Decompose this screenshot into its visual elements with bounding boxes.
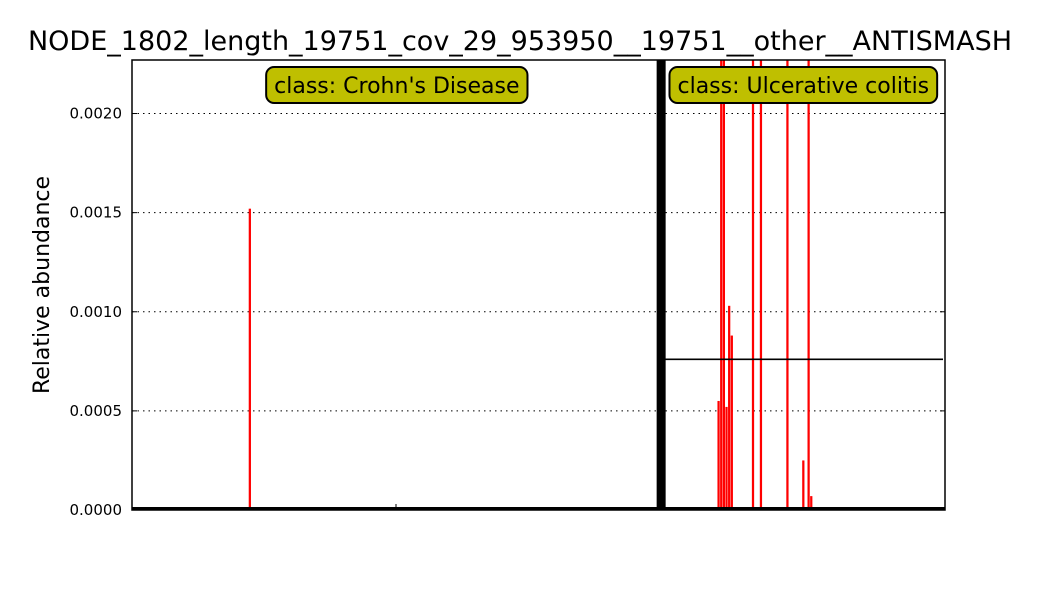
class-label: class: Ulcerative colitis [668,66,939,104]
class-label-box [265,66,529,104]
class-label: class: Crohn's Disease [265,66,529,104]
bar [717,400,720,510]
bar [759,60,763,510]
bar [751,60,755,510]
bar [728,305,731,510]
y-axis-label: Relative abundance [30,176,55,394]
class-labels: class: Crohn's Disease class: Ulcerative … [265,66,939,104]
bar [807,60,810,510]
y-tick-label: 0.0000 [70,501,123,519]
bar [730,335,733,510]
y-tick-label: 0.0005 [70,402,123,420]
class-label-text: class: Crohn's Disease [274,74,519,99]
class-label-text: class: Ulcerative colitis [677,74,929,99]
y-tick-label: 0.0020 [70,105,123,123]
class-dividers [656,60,666,510]
bar [802,460,805,510]
y-tick-label: 0.0015 [70,204,123,222]
bar [248,208,251,511]
chart-title: NODE_1802_length_19751_cov_29_953950__19… [28,26,1012,57]
class-divider [656,60,666,510]
plot-frame [131,59,946,511]
bar [720,60,723,510]
bar [725,406,728,510]
y-ticks: 0.0000 0.0005 0.0010 0.0015 0.0020 [70,105,945,519]
x-ticks [395,504,661,510]
bar [810,496,813,510]
gridlines [132,113,945,412]
class-label-box [668,66,939,104]
y-tick-label: 0.0010 [70,303,123,321]
bar [786,60,789,510]
class-means [132,358,943,510]
bar [722,60,726,510]
bars [132,60,945,511]
